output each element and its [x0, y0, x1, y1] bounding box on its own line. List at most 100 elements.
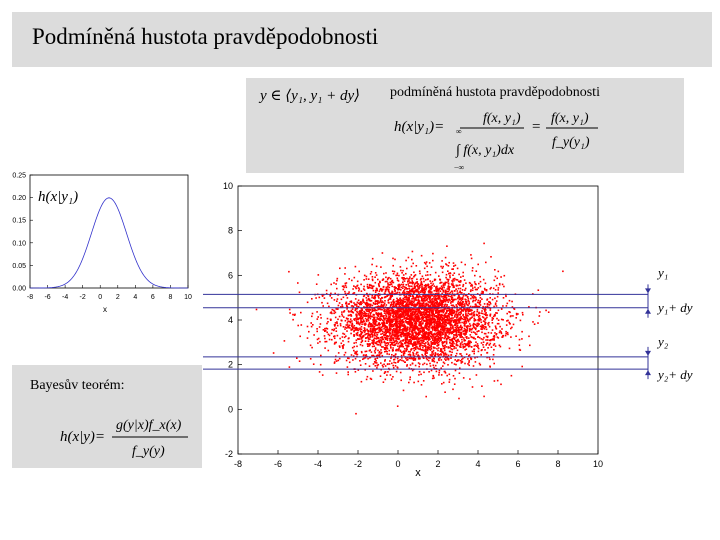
scatter-point: [473, 281, 476, 283]
scatter-point: [423, 267, 426, 270]
scatter-point: [349, 318, 352, 320]
scatter-point: [427, 343, 429, 346]
scatter-point: [474, 323, 477, 326]
scatter-point: [437, 344, 440, 346]
scatter-point: [408, 309, 410, 312]
scatter-point: [430, 340, 432, 343]
scatter-point: [465, 315, 468, 317]
scatter-point: [482, 291, 484, 294]
scatter-point: [493, 334, 495, 337]
scatter-point: [411, 321, 413, 324]
scatter-point: [445, 330, 447, 332]
scatter-point: [462, 303, 464, 306]
scatter-point: [421, 299, 423, 302]
scatter-point: [401, 299, 404, 302]
scatter-point: [397, 284, 400, 286]
scatter-point: [410, 323, 412, 325]
scatter-point: [421, 275, 424, 278]
scatter-point: [427, 336, 429, 339]
scatter-point: [361, 316, 363, 319]
scatter-point: [421, 317, 423, 319]
scatter-point: [418, 306, 420, 309]
scatter-point: [377, 278, 379, 281]
scatter-point: [400, 299, 402, 301]
scatter-point: [435, 312, 437, 314]
scatter-point: [428, 329, 431, 331]
scatter-point: [482, 305, 484, 308]
scatter-point: [396, 320, 398, 323]
scatter-point: [380, 329, 383, 331]
scatter-point: [355, 353, 357, 355]
scatter-point: [391, 332, 394, 334]
scatter-point: [381, 279, 384, 281]
scatter-point: [460, 276, 462, 278]
scatter-point: [334, 316, 337, 319]
scatter-point: [390, 303, 392, 306]
scatter-point: [453, 294, 455, 297]
scatter-point: [443, 353, 445, 355]
scatter-point: [457, 300, 460, 303]
scatter-point: [436, 294, 439, 297]
scatter-point: [457, 297, 459, 299]
scatter-point: [416, 317, 418, 319]
scatter-point: [405, 341, 407, 343]
scatter-point: [441, 326, 443, 329]
scatter-point: [493, 343, 496, 345]
scatter-point: [422, 301, 425, 304]
scatter-point: [345, 302, 347, 305]
scatter-point: [495, 300, 498, 302]
scatter-point: [407, 303, 409, 306]
scatter-point: [497, 322, 500, 325]
scatter-point: [452, 285, 455, 287]
scatter-point: [430, 288, 432, 290]
scatter-point: [272, 352, 275, 354]
scatter-point: [477, 287, 480, 289]
scatter-point: [438, 310, 440, 312]
scatter-point: [443, 331, 445, 333]
scatter-point: [360, 290, 363, 292]
scatter-point: [489, 314, 491, 316]
scatter-point: [396, 307, 399, 310]
scatter-point: [462, 275, 464, 277]
scatter-point: [450, 320, 453, 323]
scatter-point: [390, 320, 392, 323]
scatter-point: [432, 339, 434, 341]
scatter-point: [403, 277, 405, 279]
scatter-point: [389, 304, 392, 306]
scatter-point: [463, 316, 465, 318]
scatter-point: [392, 364, 394, 367]
scatter-point: [414, 326, 417, 329]
scatter-point: [383, 363, 385, 366]
scatter-point: [357, 327, 359, 330]
scatter-point: [410, 324, 413, 326]
scatter-point: [382, 304, 384, 307]
scatter-point: [410, 342, 412, 344]
scatter-point: [426, 348, 428, 351]
scatter-point: [420, 283, 423, 285]
scatter-point: [361, 317, 364, 320]
scatter-point: [355, 328, 357, 330]
scatter-point: [451, 319, 453, 321]
scatter-point: [470, 331, 473, 334]
scatter-point: [352, 355, 355, 357]
scatter-point: [365, 308, 367, 311]
scatter-point: [449, 323, 451, 325]
scatter-point: [344, 290, 346, 293]
scatter-point: [431, 355, 434, 357]
scatter-point: [376, 337, 379, 340]
scatter-point: [368, 334, 370, 336]
scatter-point: [355, 317, 357, 320]
scatter-point: [476, 330, 478, 333]
scatter-point: [422, 306, 425, 309]
scatter-point: [435, 311, 437, 313]
scatter-point: [376, 364, 379, 367]
scatter-point: [383, 324, 386, 327]
scatter-point: [494, 303, 497, 306]
scatter-point: [425, 355, 428, 357]
scatter-point: [310, 325, 313, 328]
scatter-point: [430, 344, 432, 346]
scatter-point: [370, 351, 373, 353]
scatter-point: [474, 296, 477, 299]
scatter-point: [400, 333, 403, 335]
scatter-point: [417, 297, 420, 299]
